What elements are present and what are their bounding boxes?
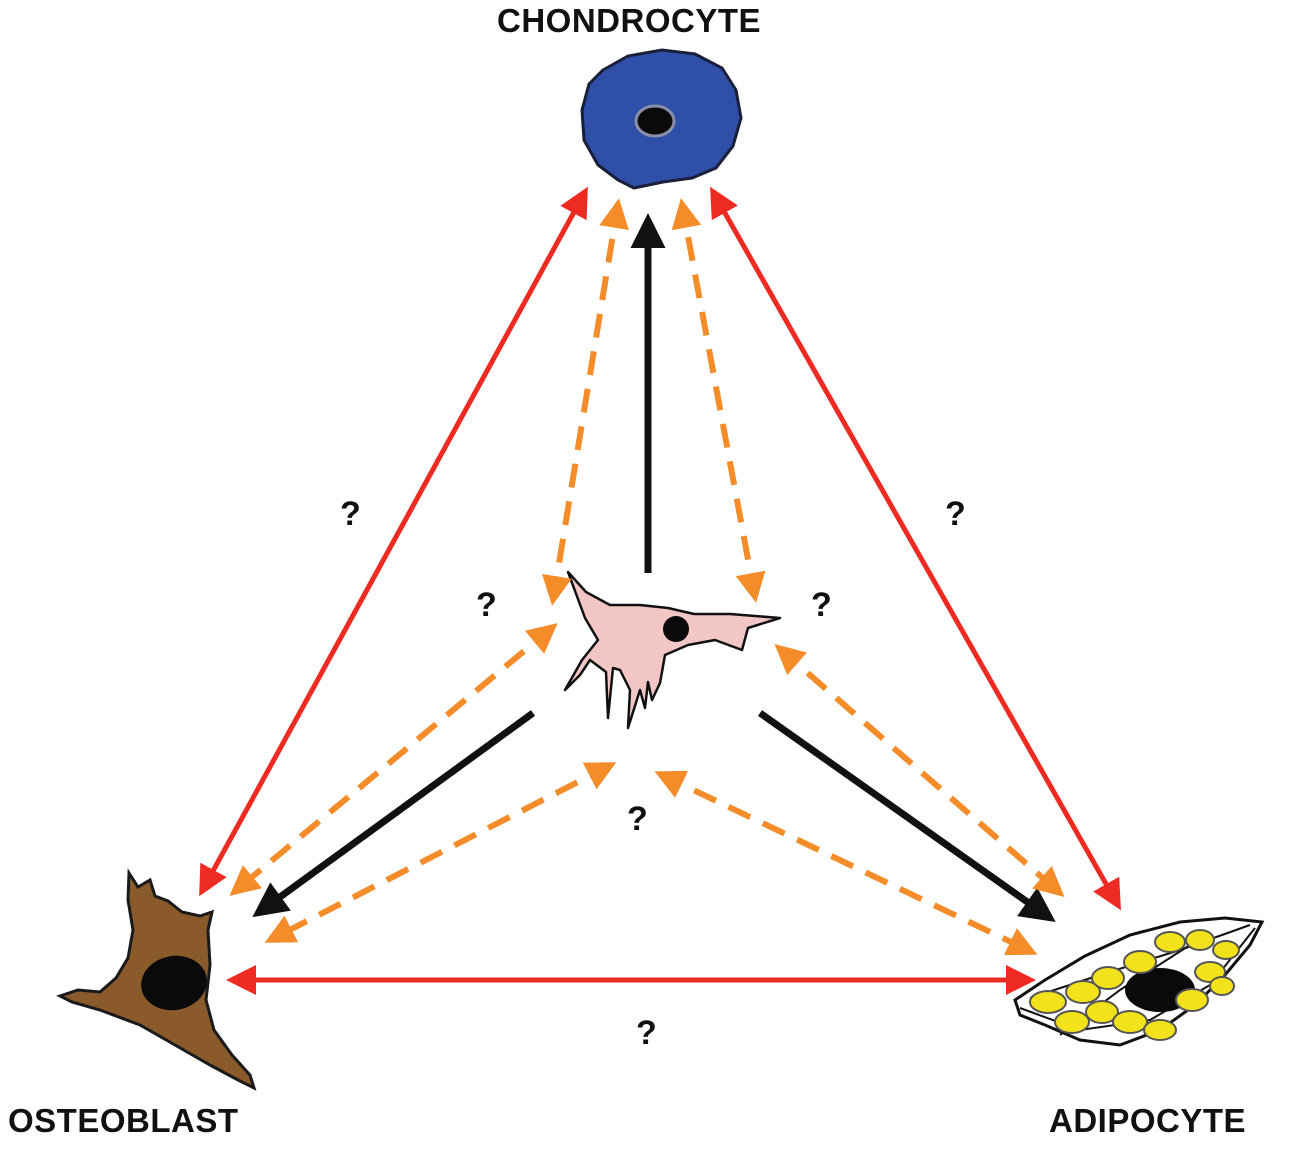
arrow-stem-to-osteoblast [252,710,536,918]
osteoblast-cell [56,868,257,1091]
arrow-stem-to-adipocyte [757,710,1056,923]
red-arrow-osteo-chondro [199,186,588,897]
adipocyte-cell [1013,916,1265,1047]
transdifferentiation-arrows [199,186,1121,995]
chondrocyte-label: CHONDROCYTE [497,2,762,39]
osteoblast-label: OSTEOBLAST [8,1102,239,1139]
question-mark-osteo-chondro: ? [340,495,361,533]
dashed-arrow-chondro-left [542,198,629,606]
question-mark-stem-left: ? [476,586,497,624]
question-mark-stem-right: ? [811,586,832,624]
question-mark-stem-bottom: ? [627,800,648,838]
adipocyte-label: ADIPOCYTE [1049,1102,1247,1139]
red-arrow-chondro-adipo [710,186,1121,911]
dashed-arrow-osteo-upper [229,623,558,896]
dashed-arrow-chondro-right [671,198,766,603]
dashed-arrow-adipo-upper [774,644,1065,897]
chondrocyte-cell [580,48,743,190]
question-mark-chondro-adipo: ? [945,495,966,533]
question-mark-osteo-adipo: ? [636,1014,657,1052]
stem-cell [563,570,782,730]
dashed-arrow-osteo-lower [264,762,617,943]
